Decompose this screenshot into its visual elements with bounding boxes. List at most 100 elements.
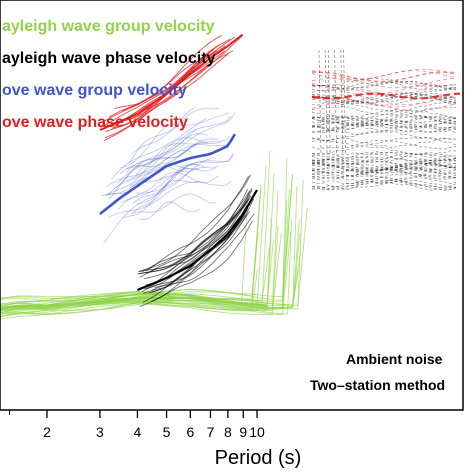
annotation-two-station-method: Two–station method <box>310 377 445 393</box>
rayleigh-phase-trace <box>150 214 244 293</box>
x-axis-label: Period (s) <box>215 447 302 469</box>
love-group-trace <box>126 137 230 183</box>
x-tick-label: 3 <box>96 424 104 440</box>
two-station-trace <box>311 163 456 174</box>
love-group-trace <box>138 201 200 221</box>
rayleigh-phase-trace <box>141 190 251 273</box>
two-station-trace <box>311 87 457 99</box>
two-station-trace <box>311 95 457 106</box>
rayleigh-group-trace <box>0 185 262 307</box>
two-station-trace <box>311 139 457 150</box>
two-station-trace <box>311 153 457 163</box>
love-group-trace <box>136 172 219 194</box>
two-station-trace <box>311 156 457 167</box>
rayleigh-group-mean-line <box>0 296 268 310</box>
x-tick-label: 5 <box>163 424 171 440</box>
love-group-trace <box>103 157 212 244</box>
two-station-trace <box>311 80 457 91</box>
legend-entry-rayleigh-group: ayleigh wave group velocity <box>2 18 215 35</box>
two-station-trace <box>311 180 457 190</box>
love-group-trace <box>107 115 232 195</box>
love-phase-trace <box>108 34 222 118</box>
x-tick-label: 7 <box>207 424 215 440</box>
two-station-trace <box>311 110 457 120</box>
two-station-trace <box>311 95 457 106</box>
legend-entry-rayleigh-phase: ayleigh wave phase velocity <box>2 50 216 67</box>
two-station-trace <box>311 81 457 92</box>
rayleigh-phase-trace <box>139 189 253 278</box>
love-group-trace <box>132 164 205 204</box>
rayleigh-phase-mean-line <box>136 189 258 292</box>
two-station-trace <box>312 159 457 170</box>
two-station-trace <box>311 167 457 177</box>
love-group-trace <box>113 145 196 190</box>
love-group-trace <box>125 133 209 173</box>
two-station-trace <box>311 152 457 163</box>
rayleigh-phase-trace <box>147 204 245 288</box>
two-station-trace <box>311 181 457 191</box>
two-station-love-trace <box>311 71 457 83</box>
two-station-trace <box>311 80 457 90</box>
love-group-trace <box>120 152 234 204</box>
x-tick-label: 9 <box>239 424 247 440</box>
love-group-trace <box>119 117 208 169</box>
rayleigh-group-trace <box>0 189 290 312</box>
love-phase-trace <box>114 50 218 110</box>
rayleigh-group-trace <box>0 174 293 302</box>
two-station-trace <box>311 93 457 104</box>
dispersion-curves <box>0 33 461 320</box>
rayleigh-phase-trace <box>151 198 255 302</box>
love-group-trace <box>105 143 199 196</box>
love-group-trace <box>120 150 193 175</box>
love-group-mean-line <box>99 133 237 216</box>
love-group-trace <box>131 154 234 187</box>
love-phase-trace <box>105 53 229 139</box>
two-station-trace <box>324 49 328 155</box>
two-station-trace <box>343 49 346 155</box>
love-group-trace <box>128 142 222 187</box>
two-station-trace <box>311 161 457 171</box>
rayleigh-phase-trace <box>146 175 249 272</box>
love-group-trace <box>131 107 219 155</box>
two-station-trace <box>311 161 457 171</box>
two-station-trace <box>311 115 457 126</box>
love-group-trace <box>122 180 200 218</box>
two-station-trace <box>311 116 457 127</box>
love-group-trace <box>135 138 218 176</box>
two-station-love-trace <box>311 94 457 105</box>
plot-frame <box>0 0 464 411</box>
two-station-trace <box>311 92 457 103</box>
rayleigh-phase-trace <box>137 174 252 273</box>
love-group-trace <box>131 163 199 215</box>
love-group-trace <box>133 193 216 213</box>
two-station-trace <box>311 78 457 88</box>
two-station-trace <box>311 92 457 103</box>
two-station-trace <box>311 118 457 129</box>
two-station-trace <box>311 115 457 126</box>
rayleigh-group-trace <box>0 232 282 317</box>
legend-entry-love-group: ove wave group velocity <box>2 82 187 99</box>
two-station-trace <box>318 49 322 155</box>
legend: ayleigh wave group velocity ayleigh wave… <box>2 18 216 131</box>
two-station-trace <box>340 49 344 155</box>
love-group-trace <box>126 136 209 170</box>
two-station-love-mean-line <box>311 92 461 100</box>
love-group-trace <box>101 162 199 196</box>
two-station-trace <box>311 136 457 147</box>
two-station-trace <box>311 179 457 190</box>
x-axis-ticks: 2 3 4 5 6 7 8 9 10 <box>8 410 265 440</box>
x-tick-label: 6 <box>186 424 194 440</box>
rayleigh-group-trace <box>0 150 271 309</box>
rayleigh-phase-trace <box>142 208 246 303</box>
rayleigh-group-trace <box>0 231 292 316</box>
love-phase-mean-line <box>99 33 244 131</box>
two-station-trace <box>327 49 331 155</box>
two-station-trace <box>311 106 457 116</box>
love-group-trace <box>128 106 196 164</box>
x-tick-label: 4 <box>134 424 142 440</box>
love-group-trace <box>111 112 230 180</box>
two-station-trace <box>311 151 457 162</box>
love-group-trace <box>117 112 236 184</box>
rayleigh-phase-trace <box>139 200 248 272</box>
